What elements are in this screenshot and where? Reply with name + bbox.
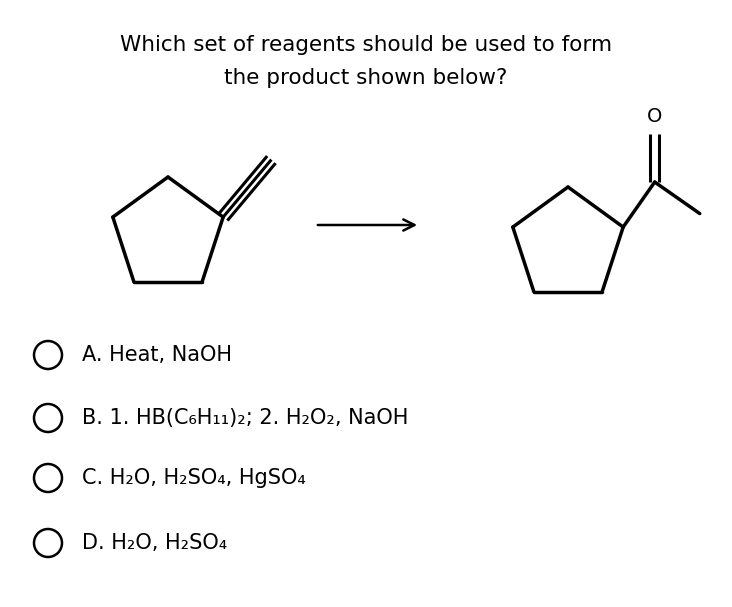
Text: D. H₂O, H₂SO₄: D. H₂O, H₂SO₄ (82, 533, 227, 553)
Text: the product shown below?: the product shown below? (224, 68, 508, 88)
Text: C. H₂O, H₂SO₄, HgSO₄: C. H₂O, H₂SO₄, HgSO₄ (82, 468, 306, 488)
Text: B. 1. HB(C₆H₁₁)₂; 2. H₂O₂, NaOH: B. 1. HB(C₆H₁₁)₂; 2. H₂O₂, NaOH (82, 408, 408, 428)
Text: A. Heat, NaOH: A. Heat, NaOH (82, 345, 232, 365)
Text: O: O (647, 107, 662, 126)
Text: Which set of reagents should be used to form: Which set of reagents should be used to … (120, 35, 612, 55)
